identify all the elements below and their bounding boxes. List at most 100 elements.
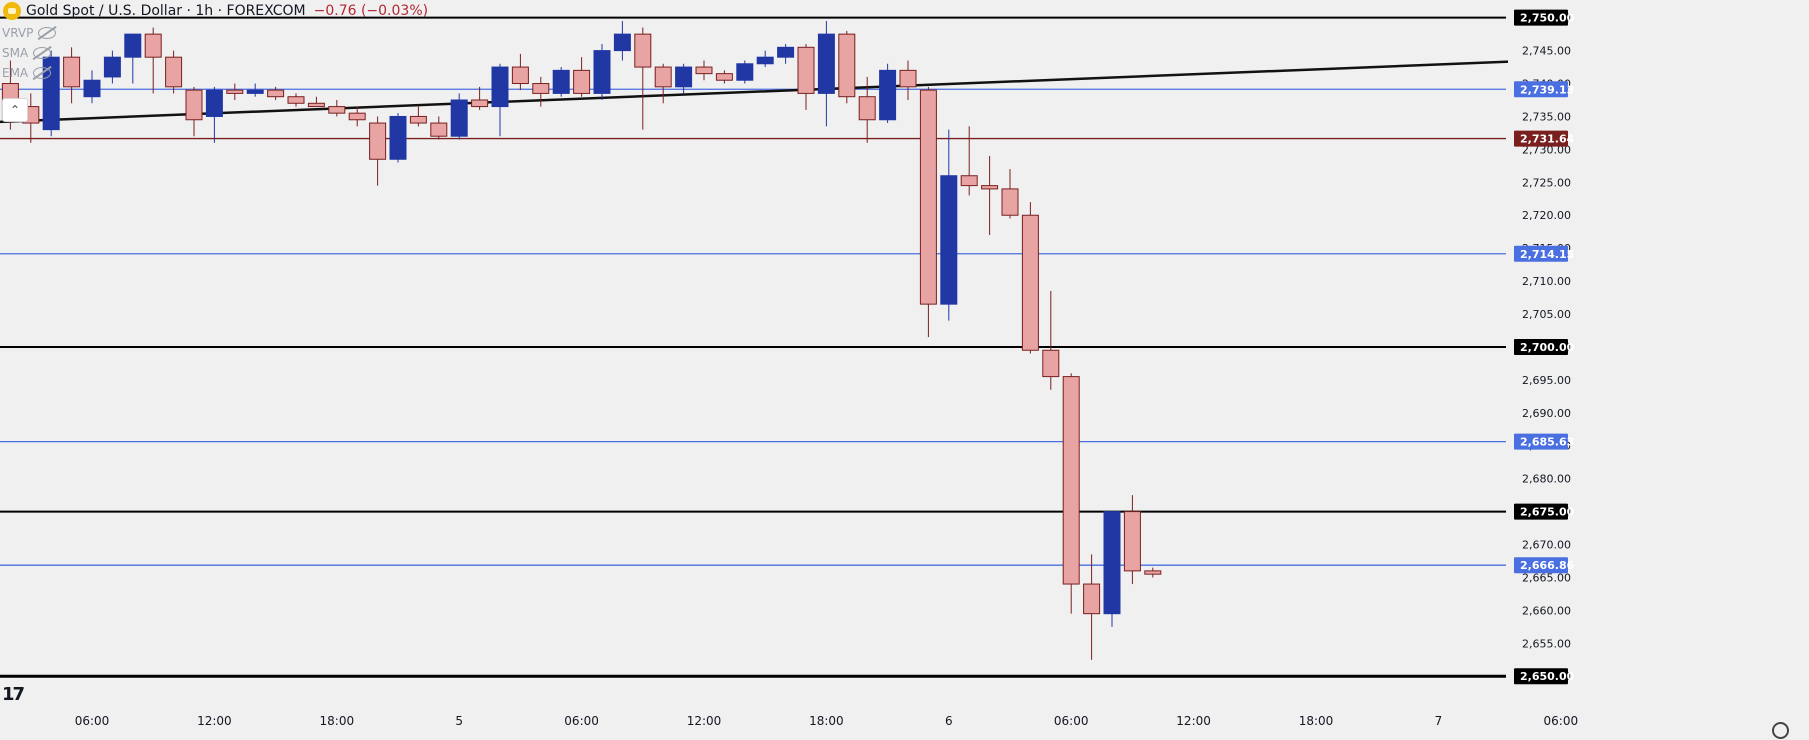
candle-body [165,56,183,88]
candle-body [1021,214,1039,351]
price-tick-label: 2,690.00 [1522,407,1571,420]
level-price-tag [1514,557,1568,574]
level-price-tag [1514,668,1568,685]
price-axis: 2,650.00 2,655.00 2,660.00 2,665.00 2,670.00… [1508,0,1809,740]
indicator-vrvp[interactable]: VRVP [2,26,57,40]
candles [1,20,1162,660]
price-tick-label: 2,695.00 [1522,374,1571,387]
candle-body [348,112,366,121]
price-tick-label: 2,735.00 [1522,110,1571,123]
candle-body [83,79,101,98]
horizontal-levels [0,16,1506,678]
candle-body [593,50,611,94]
price-change: −0.76 (−0.03%) [313,3,429,19]
candle-body [879,69,897,121]
candle-body [797,46,815,94]
price-tick-label: 2,660.00 [1522,604,1571,617]
candle-body [471,99,489,108]
candle-body [940,175,958,305]
indicator-label: EMA [2,66,29,80]
level-price-tag [1514,245,1568,262]
candle-body [756,56,774,65]
level-price-tag [1514,433,1568,450]
price-tick-label: 2,665.00 [1522,571,1571,584]
time-tick-label: 6 [945,714,953,728]
candle-body [491,66,509,108]
candle-body [409,115,427,124]
candle-body [552,69,570,94]
candle-body [144,33,162,58]
price-tick-label: 2,655.00 [1522,637,1571,650]
candle-body [1144,570,1162,575]
tradingview-logo: 17 [2,684,25,705]
level-price-tag [1514,130,1568,147]
level-price-label: 2,675.00 [1520,506,1575,519]
candle-body [1001,188,1019,216]
time-tick-label: 12:00 [687,714,722,728]
trendline-layer [0,55,1623,124]
level-price-tag [1514,503,1568,520]
price-tick-label: 2,680.00 [1522,473,1571,486]
gear-icon[interactable] [1772,722,1789,739]
candle-body [430,122,448,137]
collapse-legend-button[interactable]: ⌃ [2,98,28,122]
level-price-label: 2,714.15 [1520,248,1574,261]
candle-body [960,175,978,187]
time-tick-label: 18:00 [809,714,844,728]
candle-body [736,63,754,81]
candle-body [715,73,733,81]
candle-body [573,69,591,94]
time-axis: 06:00 12:00 18:00 5 06:00 12:00 18:00 6 06:00 12:… [75,714,1578,728]
time-tick-label: 12:00 [1176,714,1211,728]
eye-off-icon[interactable] [33,67,52,79]
candle-body [369,122,387,160]
level-price-label: 2,700.00 [1520,341,1575,354]
candle-body [185,89,203,121]
candle-body [899,69,917,88]
time-tick-label: 06:00 [1054,714,1089,728]
candle-body [63,56,81,88]
level-price-label: 2,731.64 [1520,133,1575,146]
trendline [0,55,1623,124]
candle-body [450,99,468,137]
eye-off-icon[interactable] [33,47,52,59]
time-tick-label: 06:00 [564,714,599,728]
price-tick-label: 2,730.00 [1522,143,1571,156]
time-tick-label: 06:00 [1544,714,1579,728]
candle-body [838,33,856,98]
indicator-ema[interactable]: EMA [2,66,52,80]
eye-off-icon[interactable] [38,27,57,39]
candle-body [981,185,999,190]
candle-body [124,33,142,58]
level-price-label: 2,685.63 [1520,436,1574,449]
symbol-title: Gold Spot / U.S. Dollar · 1h · FOREXCOM [26,3,306,19]
level-price-tag [1514,338,1568,355]
candle-body [226,89,244,94]
candle-body [205,89,223,117]
symbol-header[interactable]: Gold Spot / U.S. Dollar · 1h · FOREXCOM … [0,0,428,22]
candle-body [695,66,713,75]
indicator-sma[interactable]: SMA [2,46,52,60]
candle-body [1062,376,1080,585]
candle-body [634,33,652,68]
candle-body [858,96,876,121]
price-tick-label: 2,720.00 [1522,209,1571,222]
candle-body [246,89,264,94]
price-tick-label: 2,710.00 [1522,275,1571,288]
candle-body [613,33,631,52]
indicator-label: VRVP [2,26,34,40]
candle-body [675,66,693,88]
candle-body [532,83,550,94]
price-tick-label: 2,705.00 [1522,308,1571,321]
time-tick-label: 06:00 [75,714,110,728]
candle-body [817,33,835,94]
gold-symbol-icon [3,2,21,20]
level-price-label: 2,750.00 [1520,12,1575,25]
price-axis-background [1508,0,1809,740]
chevron-up-icon: ⌃ [9,103,21,117]
candle-body [919,89,937,305]
candle-body [511,66,529,85]
level-price-tag [1514,9,1568,26]
indicator-label: SMA [2,46,29,60]
